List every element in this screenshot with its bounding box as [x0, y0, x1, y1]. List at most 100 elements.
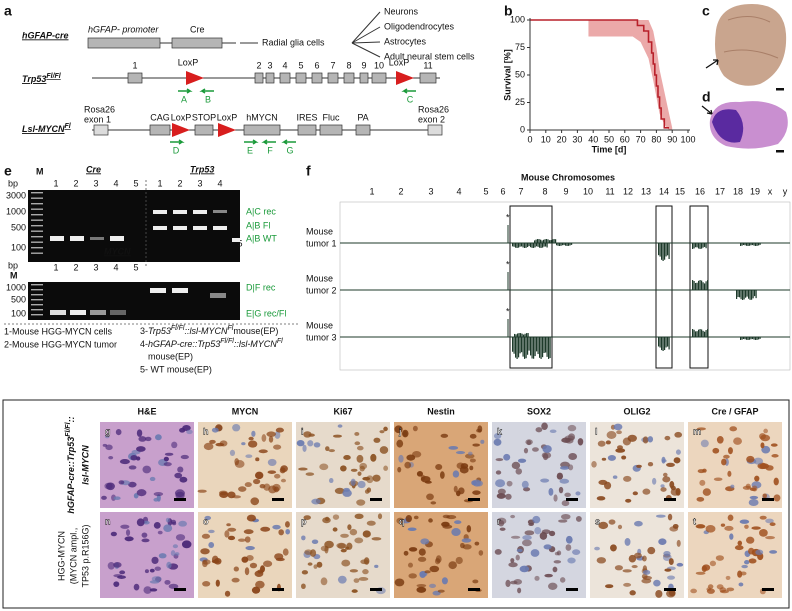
cell [771, 454, 779, 458]
cell [625, 498, 632, 503]
gel [28, 190, 240, 262]
cnv-signal [740, 337, 742, 340]
cell [120, 524, 130, 529]
label-part: ::lsl-MYCN [184, 326, 227, 336]
cell [673, 457, 681, 464]
micrograph [394, 512, 488, 598]
cell [377, 513, 383, 520]
cell [168, 583, 179, 589]
cnv-signal [535, 239, 537, 243]
primer [261, 139, 276, 145]
cell [613, 423, 623, 431]
label: 17 [715, 186, 725, 196]
primer [178, 88, 193, 94]
cnv-signal [541, 240, 543, 243]
cell [420, 475, 431, 483]
label: Mouse Chromosomes [521, 172, 615, 182]
cnv-signal [515, 337, 517, 358]
cnv-signal [545, 243, 547, 247]
cell [629, 590, 636, 596]
cell [350, 478, 356, 487]
label: 1 [157, 178, 162, 188]
cell [676, 562, 684, 567]
cell [105, 444, 113, 451]
y-tick-label: 50 [515, 69, 525, 79]
cnv-signal [704, 243, 706, 247]
cnv-signal [537, 239, 539, 243]
cell [631, 565, 638, 569]
cell [211, 427, 219, 433]
cnv-signal [750, 243, 752, 246]
cnv-signal [752, 290, 754, 299]
cell [158, 553, 167, 559]
cnv-signal [755, 243, 757, 246]
label: Nestin [427, 406, 455, 416]
label: Mouse [306, 226, 333, 236]
label: H&E [137, 406, 156, 416]
scale-bar [664, 498, 676, 501]
cell [696, 427, 706, 431]
cnv-signal [518, 333, 520, 337]
gel-band [173, 210, 187, 214]
label: 9 [563, 186, 568, 196]
cell [725, 575, 731, 581]
cell [266, 431, 276, 437]
cell [699, 479, 706, 486]
cell [669, 526, 679, 532]
label: 100 [11, 308, 26, 318]
label: CAG [150, 112, 170, 122]
cell [125, 529, 131, 536]
cell [231, 577, 240, 583]
cell [726, 587, 735, 592]
cell [243, 529, 254, 535]
label: 4 [282, 60, 287, 70]
scale-bar [370, 498, 382, 501]
label-part: Fl [65, 123, 72, 130]
cell [739, 519, 750, 524]
cell [748, 547, 755, 555]
cnv-signal [695, 243, 697, 248]
cell [298, 467, 308, 471]
cell [354, 432, 360, 436]
scale-bar [272, 588, 284, 591]
cell [337, 575, 347, 584]
cell [709, 560, 717, 567]
label: Mouse [306, 273, 333, 283]
cell [674, 431, 683, 438]
cell [634, 520, 643, 527]
cell [548, 582, 558, 590]
cell [200, 548, 210, 555]
label: 11 [423, 60, 432, 70]
cell [133, 583, 140, 591]
cell [544, 573, 553, 578]
cell [142, 520, 150, 525]
cell [254, 570, 264, 577]
cnv-signal [559, 243, 561, 246]
label: 6 [500, 186, 505, 196]
cell [564, 492, 571, 497]
label: Oligodendrocytes [384, 21, 455, 31]
panel-label: f [306, 163, 311, 179]
label: IRES [296, 112, 317, 122]
cell [623, 475, 632, 482]
label: tumor 3 [306, 332, 337, 342]
cell [455, 450, 466, 455]
cell [548, 487, 554, 496]
cell [108, 456, 114, 460]
cell [350, 468, 358, 472]
cell [151, 556, 159, 565]
cnv-signal [556, 243, 558, 246]
cell [374, 564, 379, 569]
label: SOX2 [527, 406, 551, 416]
cell [575, 491, 581, 496]
cnv-signal [742, 290, 744, 300]
cell [448, 445, 459, 450]
cnv-signal [692, 280, 694, 290]
cnv-signal [536, 243, 538, 247]
cell [115, 428, 122, 436]
cnv-signal [557, 243, 559, 246]
cell [165, 517, 170, 523]
label: 3 [428, 186, 433, 196]
cell [229, 449, 236, 456]
label-part: Fl/Fl [220, 338, 234, 345]
